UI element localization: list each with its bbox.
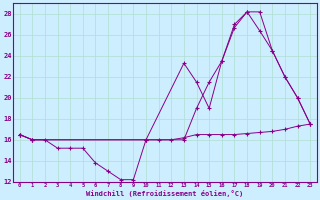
X-axis label: Windchill (Refroidissement éolien,°C): Windchill (Refroidissement éolien,°C)	[86, 190, 244, 197]
